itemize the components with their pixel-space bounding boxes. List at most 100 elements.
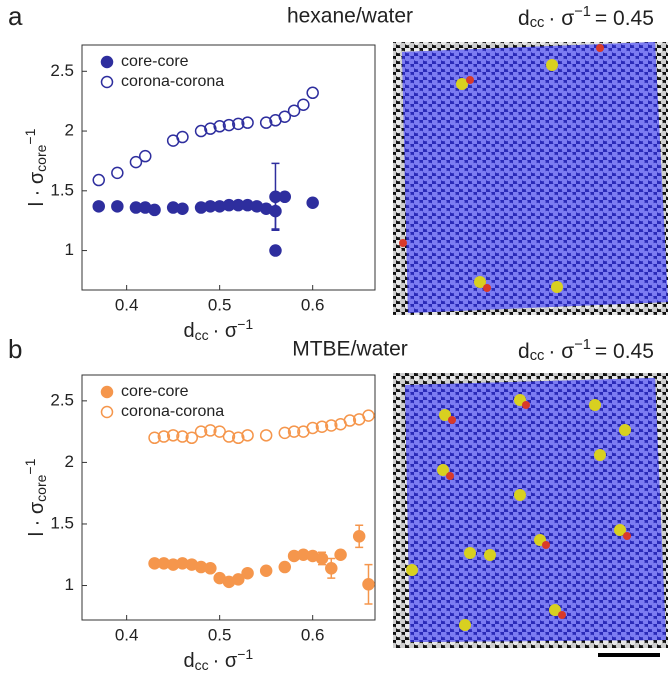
point — [222, 118, 236, 132]
text-part: · σ — [213, 320, 238, 342]
plot-frame — [81, 374, 376, 621]
point — [204, 122, 217, 135]
x-tick-label: 0.6 — [301, 295, 325, 314]
point — [111, 166, 124, 180]
y-tick-label: 1 — [65, 240, 74, 259]
panel-label: a — [8, 1, 23, 31]
chart: a hexane/water dcc · σ−1 = 0.450.4 0.5 0.611.5… — [8, 1, 654, 343]
point — [232, 117, 245, 131]
legend-label: corona-corona — [121, 73, 224, 90]
x-tick-label: 0.4 — [115, 625, 139, 644]
y-tick-label: 2.5 — [50, 61, 74, 80]
y-tick-label: 1 — [65, 575, 74, 594]
y-tick-label: 2 — [65, 121, 74, 140]
point — [315, 420, 329, 433]
point — [241, 116, 254, 129]
point — [278, 560, 292, 574]
point — [278, 190, 292, 204]
legend-marker — [100, 385, 114, 399]
point — [176, 430, 189, 443]
point — [343, 414, 357, 427]
y-tick-label: 2.5 — [50, 390, 74, 409]
text-part: −1 — [574, 4, 591, 20]
point — [139, 149, 152, 163]
point — [259, 429, 273, 442]
point — [232, 431, 245, 445]
point — [157, 430, 171, 443]
point — [269, 204, 282, 218]
point — [92, 173, 105, 187]
y-tick-label: 1.5 — [50, 513, 74, 532]
snapshot-b — [393, 373, 668, 648]
text-part: d — [184, 650, 195, 672]
point — [306, 86, 319, 100]
point — [287, 104, 301, 117]
point — [306, 196, 319, 210]
point — [129, 155, 143, 169]
annotation: dcc · σ−1 = 0.45 — [518, 4, 654, 31]
snapshot-a — [393, 42, 668, 315]
legend-marker — [100, 75, 114, 89]
legend-marker — [100, 405, 114, 419]
x-tick-label: 0.4 — [115, 295, 139, 314]
point — [362, 409, 375, 422]
point — [259, 116, 273, 129]
text-part: l · σ — [26, 501, 48, 536]
x-tick-label: 0.5 — [208, 625, 232, 644]
point — [232, 573, 245, 586]
text-part: · σ — [548, 340, 574, 363]
point — [297, 98, 310, 112]
point — [278, 110, 292, 123]
text-part: · σ — [548, 7, 574, 30]
text-part: core — [33, 144, 49, 171]
x-tick-label: 0.5 — [208, 295, 232, 314]
text-part: −1 — [237, 316, 253, 332]
text-part: d — [184, 320, 195, 342]
point — [259, 564, 273, 578]
point — [166, 429, 180, 442]
chart: b MTBE/water dcc · σ−1 = 0.450.4 0.5 0.611.522… — [8, 334, 654, 673]
chart-title: hexane/water — [287, 5, 413, 28]
point — [185, 431, 199, 445]
point — [176, 130, 189, 144]
x-axis-label: dcc · σ−1 — [184, 646, 254, 672]
text-part: cc — [530, 15, 545, 31]
x-tick-label: 0.6 — [301, 625, 325, 644]
point — [204, 424, 217, 437]
y-tick-label: 2 — [65, 452, 74, 471]
text-part: l · σ — [26, 171, 48, 206]
chart-title: MTBE/water — [292, 338, 408, 361]
point — [241, 566, 254, 580]
legend-marker — [100, 55, 114, 69]
point — [287, 425, 301, 438]
point — [111, 200, 124, 213]
point — [194, 425, 208, 438]
panel-label: b — [8, 334, 22, 364]
y-axis-label: l · σcore−1 — [22, 458, 48, 536]
text-part: = 0.45 — [595, 7, 654, 30]
text-part: −1 — [574, 337, 591, 353]
text-part: · σ — [213, 650, 238, 672]
point — [176, 202, 189, 215]
plot-frame — [81, 44, 376, 291]
text-part: = 0.45 — [595, 340, 654, 363]
legend-label: corona-corona — [121, 403, 224, 420]
text-part: d — [518, 340, 530, 363]
point — [315, 552, 329, 565]
text-part: core — [33, 474, 49, 501]
text-part: d — [518, 7, 530, 30]
point — [241, 429, 254, 442]
point — [278, 426, 292, 440]
y-tick-label: 1.5 — [50, 180, 74, 199]
text-part: cc — [530, 348, 545, 364]
text-part: −1 — [237, 646, 253, 662]
point — [148, 203, 161, 217]
legend-label: core-core — [121, 53, 189, 70]
point — [213, 120, 226, 133]
point — [204, 562, 217, 575]
point — [325, 419, 338, 432]
point — [325, 562, 338, 575]
annotation: dcc · σ−1 = 0.45 — [518, 337, 654, 364]
legend-label: core-core — [121, 383, 189, 400]
